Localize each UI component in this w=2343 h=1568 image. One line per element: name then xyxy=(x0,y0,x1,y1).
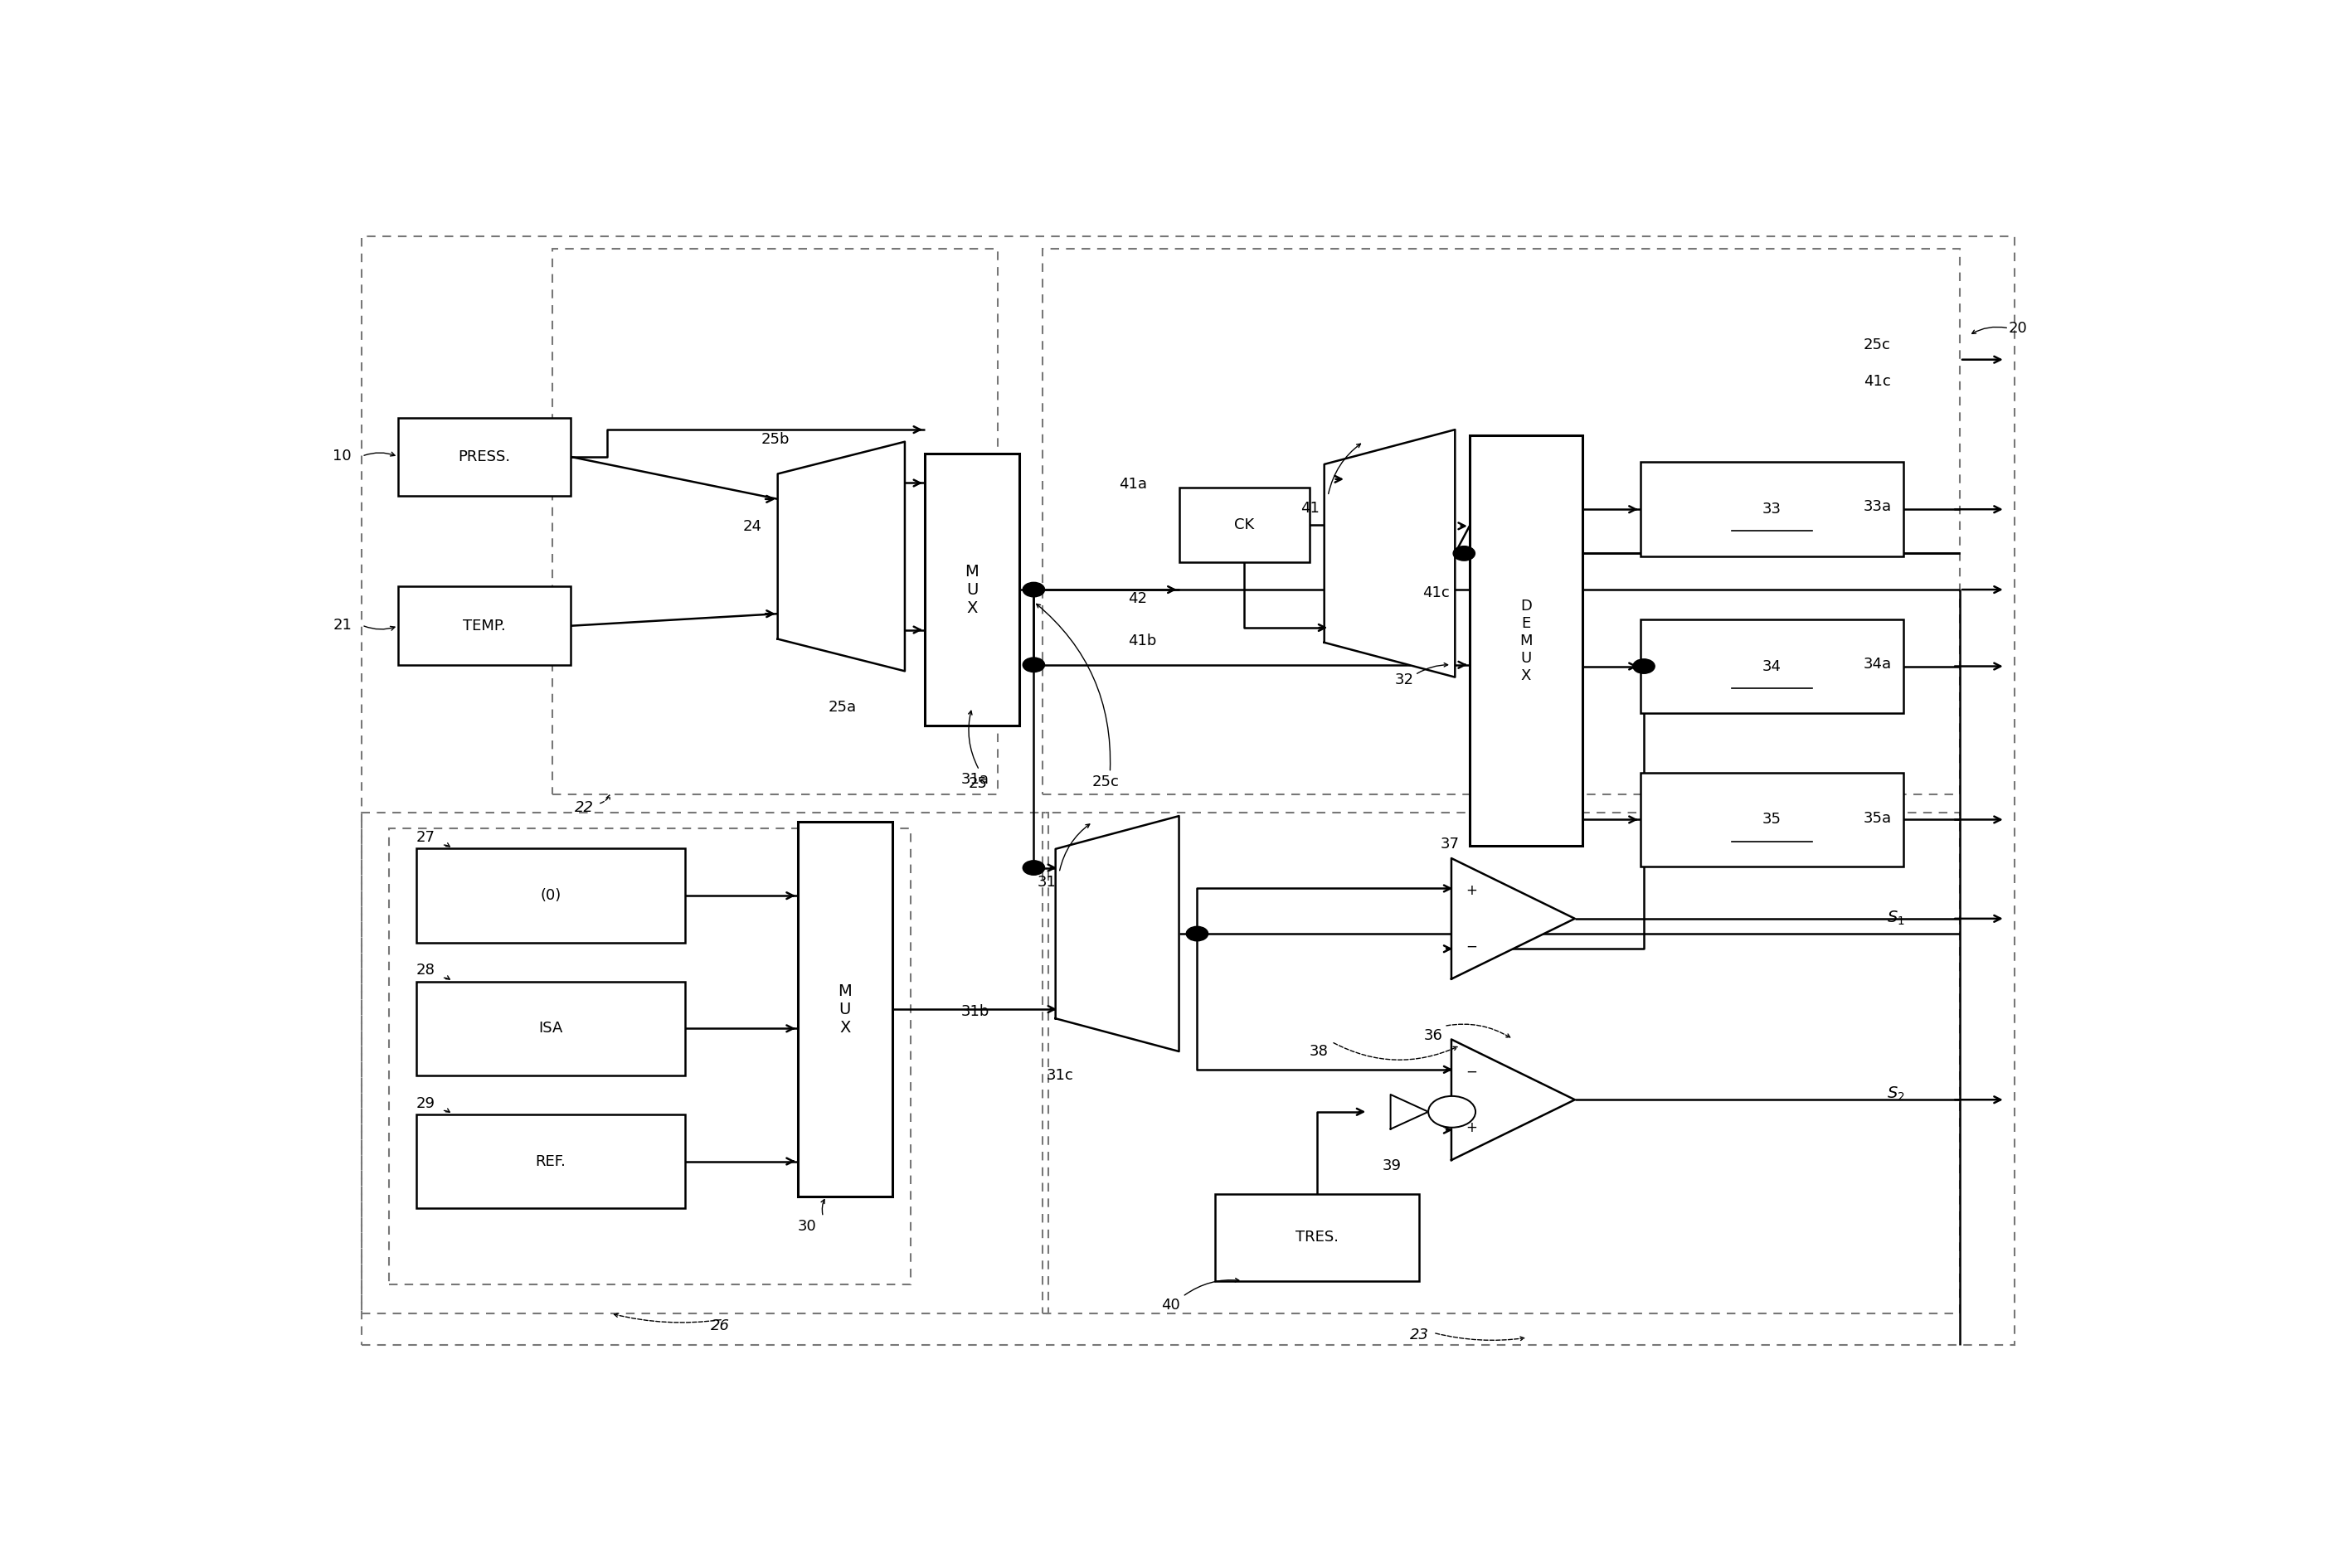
Text: 41b: 41b xyxy=(1129,633,1157,649)
Text: 25c: 25c xyxy=(1092,775,1120,790)
FancyBboxPatch shape xyxy=(1216,1193,1418,1281)
Text: 32: 32 xyxy=(1394,673,1415,687)
Circle shape xyxy=(1633,659,1654,674)
Text: D
E
M
U
X: D E M U X xyxy=(1518,599,1532,684)
Text: 28: 28 xyxy=(417,963,436,978)
Text: 33a: 33a xyxy=(1863,500,1891,514)
Text: 37: 37 xyxy=(1441,836,1460,851)
Text: 41c: 41c xyxy=(1863,373,1891,389)
Polygon shape xyxy=(1389,1094,1429,1129)
Text: REF.: REF. xyxy=(537,1154,567,1168)
Circle shape xyxy=(1186,927,1209,941)
Text: 22: 22 xyxy=(574,800,593,815)
Text: $S_1$: $S_1$ xyxy=(1886,909,1905,927)
FancyBboxPatch shape xyxy=(925,453,1019,726)
Text: 25a: 25a xyxy=(829,699,858,715)
Polygon shape xyxy=(778,442,904,671)
FancyBboxPatch shape xyxy=(417,848,684,942)
Text: TRES.: TRES. xyxy=(1296,1229,1338,1245)
Text: 33: 33 xyxy=(1762,502,1781,517)
Text: 21: 21 xyxy=(333,618,351,632)
Circle shape xyxy=(1024,582,1045,597)
Text: 41c: 41c xyxy=(1422,585,1450,601)
Circle shape xyxy=(1453,546,1476,561)
Polygon shape xyxy=(1054,815,1179,1052)
Text: (0): (0) xyxy=(541,887,562,903)
FancyBboxPatch shape xyxy=(1640,619,1903,713)
Text: +: + xyxy=(1467,1120,1478,1135)
FancyBboxPatch shape xyxy=(797,822,893,1196)
Text: 26: 26 xyxy=(710,1319,729,1333)
Text: 42: 42 xyxy=(1129,591,1148,607)
Text: $S_2$: $S_2$ xyxy=(1886,1085,1905,1102)
Text: 36: 36 xyxy=(1425,1029,1443,1043)
FancyBboxPatch shape xyxy=(1640,463,1903,557)
Text: 41a: 41a xyxy=(1120,477,1148,491)
FancyBboxPatch shape xyxy=(1179,488,1310,563)
Text: 31: 31 xyxy=(1038,875,1057,891)
Text: 34a: 34a xyxy=(1863,657,1891,671)
Text: M
U
X: M U X xyxy=(839,983,853,1035)
Text: 25c: 25c xyxy=(1863,337,1891,353)
Text: 23: 23 xyxy=(1410,1328,1429,1342)
Text: +: + xyxy=(1467,883,1478,898)
Text: 34: 34 xyxy=(1762,659,1781,674)
Circle shape xyxy=(1024,861,1045,875)
Polygon shape xyxy=(1324,430,1455,677)
Text: 31a: 31a xyxy=(961,773,989,787)
Text: CK: CK xyxy=(1235,517,1254,533)
Polygon shape xyxy=(1450,1040,1574,1160)
Text: M
U
X: M U X xyxy=(965,563,979,616)
Text: 40: 40 xyxy=(1160,1297,1181,1312)
Text: 25: 25 xyxy=(968,776,986,790)
Text: 31c: 31c xyxy=(1047,1068,1073,1083)
Text: 27: 27 xyxy=(417,831,436,845)
FancyBboxPatch shape xyxy=(398,417,572,495)
Text: 41: 41 xyxy=(1300,500,1319,516)
Text: 25b: 25b xyxy=(761,431,790,447)
Text: 39: 39 xyxy=(1382,1159,1401,1173)
Text: 20: 20 xyxy=(2008,321,2027,336)
FancyBboxPatch shape xyxy=(398,586,572,665)
Text: 31b: 31b xyxy=(961,1004,989,1019)
Text: TEMP.: TEMP. xyxy=(464,618,506,633)
Polygon shape xyxy=(1450,858,1574,978)
Text: 24: 24 xyxy=(743,519,761,533)
Text: −: − xyxy=(1467,1065,1478,1079)
Text: 10: 10 xyxy=(333,448,351,464)
Text: 29: 29 xyxy=(417,1096,436,1110)
FancyBboxPatch shape xyxy=(1640,773,1903,867)
Text: −: − xyxy=(1467,939,1478,953)
FancyBboxPatch shape xyxy=(417,982,684,1076)
Text: 38: 38 xyxy=(1310,1044,1328,1058)
Text: ISA: ISA xyxy=(539,1021,562,1036)
FancyBboxPatch shape xyxy=(417,1115,684,1209)
FancyBboxPatch shape xyxy=(1469,436,1582,847)
Text: 35a: 35a xyxy=(1863,811,1891,826)
Circle shape xyxy=(1024,657,1045,673)
Text: PRESS.: PRESS. xyxy=(459,450,511,464)
Text: 30: 30 xyxy=(797,1218,818,1234)
Circle shape xyxy=(1429,1096,1476,1127)
Text: 35: 35 xyxy=(1762,812,1781,826)
